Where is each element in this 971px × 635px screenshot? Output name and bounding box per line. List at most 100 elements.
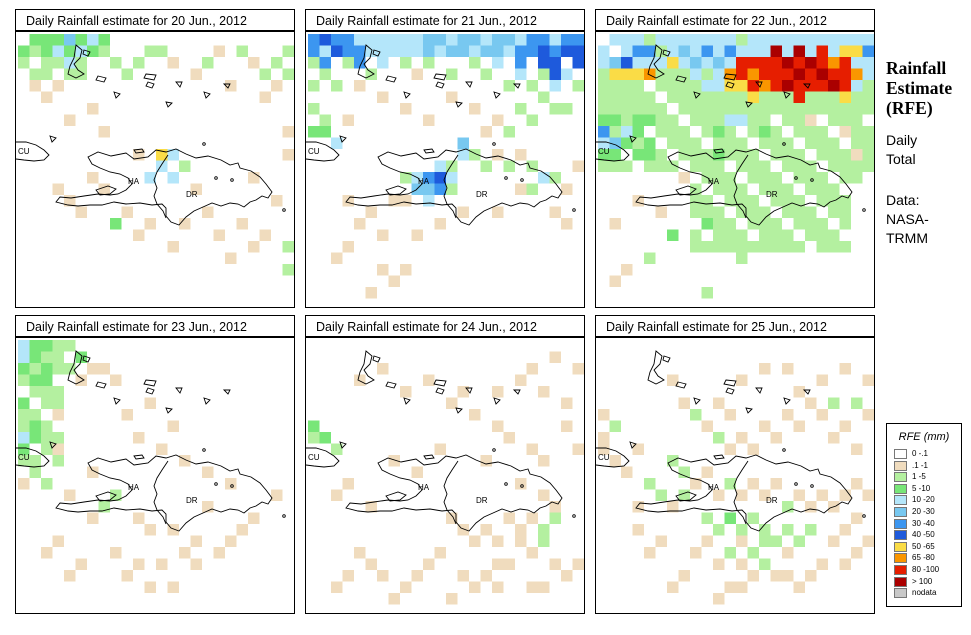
rainfall-cell (457, 149, 469, 161)
rainfall-cell (828, 149, 840, 161)
rainfall-cell (644, 91, 656, 103)
rainfall-cell (793, 103, 805, 115)
rainfall-cell (503, 512, 515, 524)
rainfall-cell (816, 489, 828, 501)
rainfall-cell (41, 432, 53, 444)
rainfall-cell (690, 229, 702, 241)
rainfall-cell (492, 45, 504, 57)
rainfall-cell (598, 443, 610, 455)
rainfall-cell (515, 45, 527, 57)
rainfall-cell (446, 34, 458, 46)
rainfall-cell (388, 275, 400, 287)
rainfall-cell (538, 489, 550, 501)
rainfall-cell (621, 114, 633, 126)
rainfall-cell (770, 218, 782, 230)
rainfall-cell (782, 160, 794, 172)
rainfall-cell (515, 34, 527, 46)
rainfall-cell (98, 45, 110, 57)
rainfall-cell (690, 547, 702, 559)
rainfall-map: CU HA DR (15, 337, 295, 614)
rainfall-cell (632, 57, 644, 69)
rainfall-cell (561, 218, 573, 230)
legend-swatch (894, 518, 907, 529)
rainfall-cell (29, 420, 41, 432)
coastline-path (165, 101, 173, 108)
product-title: Rainfall Estimate (RFE) (886, 58, 952, 118)
rainfall-cell (75, 558, 87, 570)
coastline-path (647, 44, 665, 79)
rainfall-cell (561, 103, 573, 115)
coastline-path (435, 387, 445, 395)
rainfall-cell (167, 420, 179, 432)
rainfall-cell (538, 455, 550, 467)
rainfall-cell (690, 241, 702, 253)
rainfall-cell (759, 160, 771, 172)
rainfall-cell (236, 45, 248, 57)
rainfall-cell (609, 275, 621, 287)
rainfall-cell (29, 80, 41, 92)
rainfall-cell (64, 34, 76, 46)
rainfall-cell (121, 570, 133, 582)
rainfall-cell (839, 160, 851, 172)
rainfall-cell (87, 512, 99, 524)
rainfall-cell (644, 45, 656, 57)
rainfall-cell (308, 126, 320, 138)
islet (492, 142, 496, 146)
rainfall-cell (747, 478, 759, 490)
rainfall-cell (609, 57, 621, 69)
rainfall-cell (793, 91, 805, 103)
rainfall-cell (862, 103, 874, 115)
country-label-cuba: CU (598, 453, 610, 462)
rainfall-cell (747, 68, 759, 80)
coastline-path (372, 355, 381, 363)
rainfall-cell (793, 489, 805, 501)
rainfall-cell (678, 34, 690, 46)
rainfall-cell (770, 195, 782, 207)
rainfall-cell (759, 45, 771, 57)
rainfall-cell (75, 374, 87, 386)
rainfall-cell (805, 103, 817, 115)
rainfall-cell (816, 229, 828, 241)
legend-swatch (894, 553, 907, 564)
rainfall-cell (632, 501, 644, 513)
rainfall-cell (724, 80, 736, 92)
country-label-haiti: HA (418, 177, 430, 186)
rainfall-cell (805, 126, 817, 138)
rainfall-cell (190, 535, 202, 547)
coastlines (306, 350, 576, 532)
rainfall-cell (759, 558, 771, 570)
rainfall-cell (52, 80, 64, 92)
rainfall-cell (770, 229, 782, 241)
rainfall-cell (713, 558, 725, 570)
rainfall-cell (805, 68, 817, 80)
coastline-path (55, 454, 273, 532)
rainfall-cell (701, 68, 713, 80)
rainfall-cell (667, 45, 679, 57)
rainfall-cell (319, 45, 331, 57)
rainfall-cell (190, 183, 202, 195)
rainfall-cell (282, 149, 294, 161)
rainfall-cell (644, 478, 656, 490)
rainfall-cell (503, 126, 515, 138)
rainfall-cell (621, 264, 633, 276)
rainfall-cell (701, 195, 713, 207)
coastline-path (203, 91, 211, 99)
rainfall-cell (621, 34, 633, 46)
rainfall-cell (828, 229, 840, 241)
rainfall-cell (690, 137, 702, 149)
rainfall-cell (446, 183, 458, 195)
rainfall-cell (400, 45, 412, 57)
rainfall-cell (377, 57, 389, 69)
rainfall-cell (747, 126, 759, 138)
rainfall-cell (667, 114, 679, 126)
rainfall-cell (747, 206, 759, 218)
rainfall-cell (851, 547, 863, 559)
rainfall-cell (282, 68, 294, 80)
coastline-path (153, 154, 169, 219)
rainfall-cell (52, 432, 64, 444)
rainfall-cell (526, 45, 538, 57)
rainfall-cell (736, 489, 748, 501)
coastline-path (49, 441, 57, 449)
rainfall-cell (828, 241, 840, 253)
rainfall-cell (793, 581, 805, 593)
